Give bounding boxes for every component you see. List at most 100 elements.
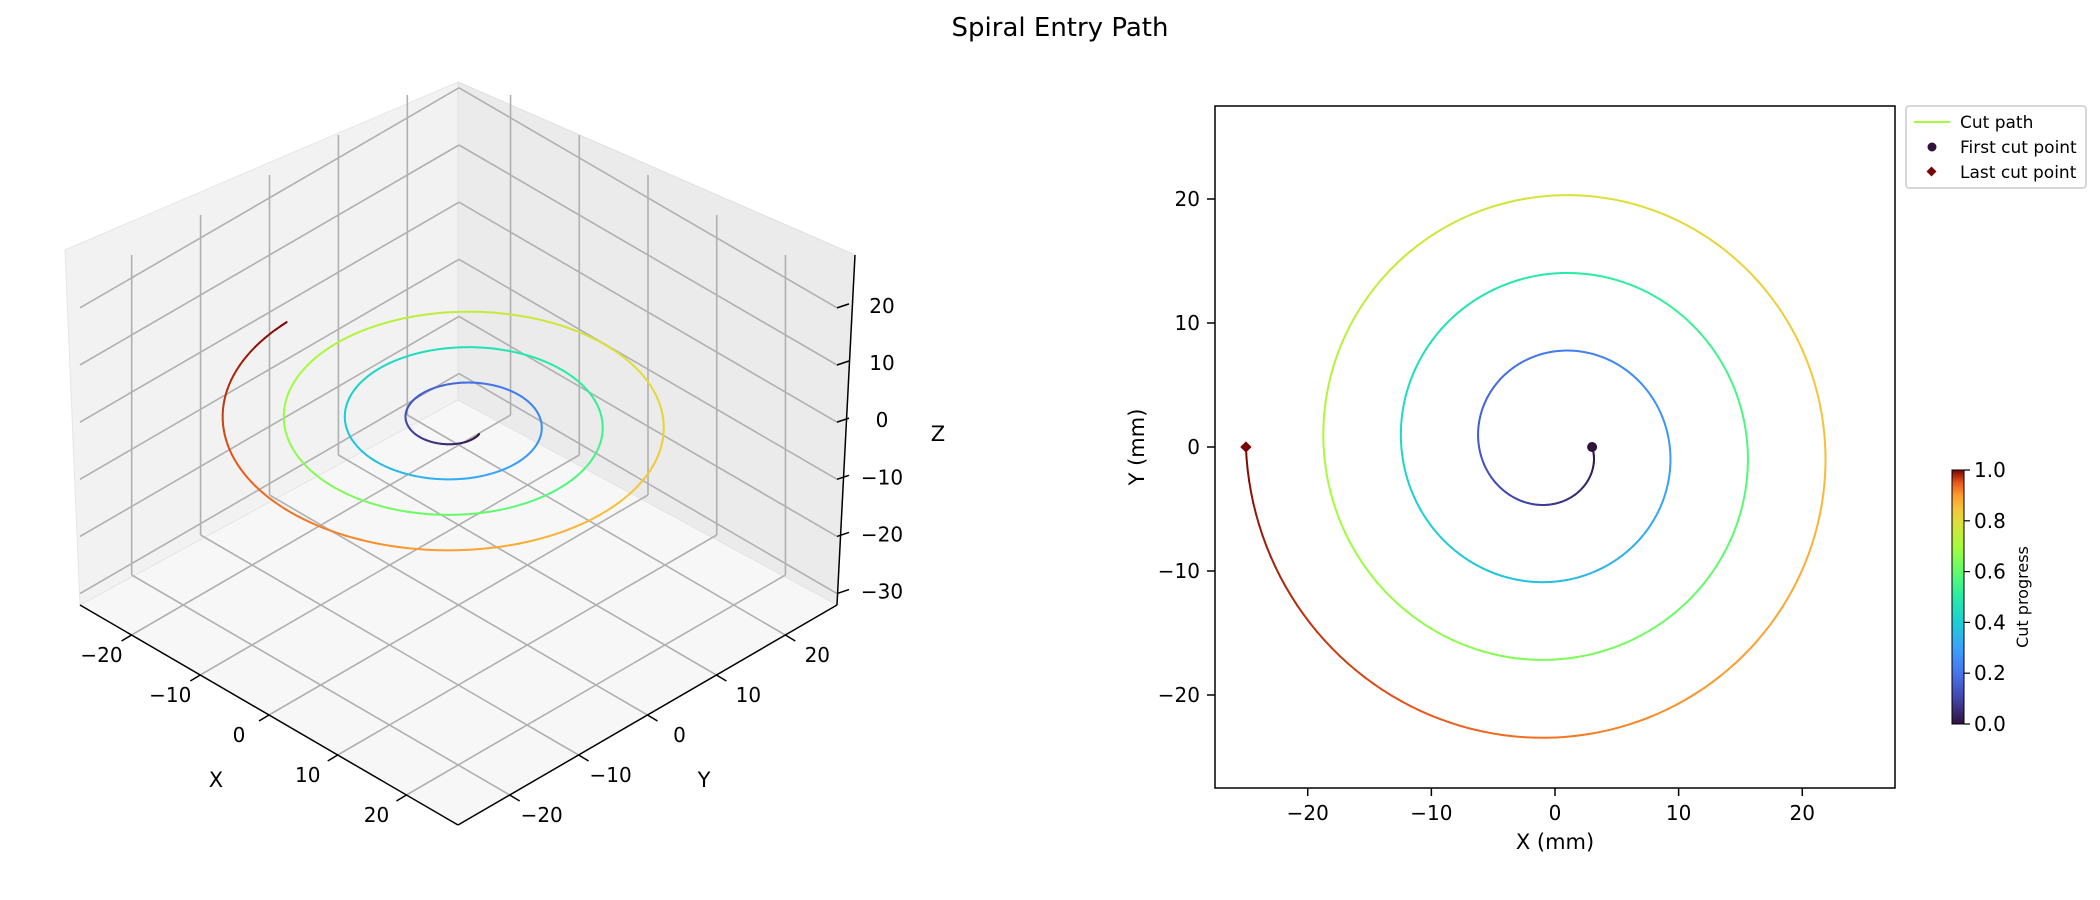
- y-tick-label-3d: 10: [736, 683, 761, 707]
- y-axis-label-2d: Y (mm): [1125, 409, 1149, 487]
- cut-path-segment: [1410, 614, 1420, 622]
- cut-path-segment: [1438, 225, 1449, 232]
- spiral-3d-segment: [344, 534, 354, 539]
- cut-path-segment: [1392, 598, 1401, 606]
- cut-path-segment: [1723, 544, 1729, 554]
- cut-path-segment: [1429, 714, 1442, 721]
- cut-path-segment: [1372, 682, 1384, 692]
- spiral-3d-segment: [520, 315, 530, 319]
- cut-path-segment: [1454, 217, 1465, 223]
- cut-path-segment: [1716, 557, 1722, 567]
- colorbar-label: Cut progress: [2013, 546, 2032, 648]
- cut-path-segment: [1743, 489, 1747, 499]
- plot-area-2d: [1214, 105, 1896, 789]
- cut-path-segment: [1617, 279, 1626, 284]
- cut-path-segment: [1522, 196, 1534, 200]
- z-tick-label-3d: 10: [869, 351, 894, 375]
- cut-path-segment: [1676, 219, 1688, 226]
- spiral-3d-segment: [367, 540, 377, 545]
- spiral-3d-segment: [586, 517, 595, 523]
- spiral-3d-line: [221, 310, 665, 552]
- cut-path-segment: [1712, 349, 1719, 358]
- cut-path-segment: [1677, 603, 1685, 611]
- y-tick-label-3d: 20: [805, 643, 830, 667]
- cut-path-segment: [1716, 355, 1723, 363]
- cut-path-segment: [1352, 310, 1360, 320]
- cut-path-segment: [1742, 419, 1747, 428]
- spiral-3d-segment: [499, 312, 509, 316]
- cut-path-segment: [1737, 510, 1742, 520]
- cut-path-segment: [1763, 623, 1772, 634]
- cut-path-segment: [1331, 647, 1341, 658]
- spiral-3d-segment: [279, 504, 287, 511]
- cut-path-segment: [1383, 268, 1392, 278]
- cut-path-segment: [1284, 585, 1293, 598]
- cut-path-segment: [1724, 249, 1735, 258]
- cut-path-segment: [1745, 432, 1749, 442]
- cut-path-segment: [1820, 492, 1825, 505]
- z-tick-mark-3d: [836, 360, 850, 366]
- panel-2d: −20 −10 0 10 20 20 10 0 −10 −20 X (mm) Y (mm) Cut…: [1125, 105, 2087, 854]
- grid-line: [338, 454, 717, 676]
- cut-path-segment: [1375, 580, 1383, 589]
- spiral-3d-segment: [258, 337, 266, 344]
- cut-path-segment: [1576, 733, 1590, 737]
- spiral-3d-segment: [372, 323, 381, 328]
- spiral-3d-segment: [540, 535, 550, 540]
- spiral-3d-segment: [416, 313, 426, 317]
- cut-path-segment: [1786, 588, 1794, 600]
- cut-path-segment: [1732, 385, 1738, 395]
- cut-path-segment: [1246, 468, 1251, 482]
- cut-path-segment: [1647, 292, 1656, 298]
- cut-path-segment: [1460, 725, 1473, 730]
- cut-path-segment: [1659, 618, 1668, 625]
- x-tick-label-3d: −10: [149, 683, 191, 707]
- x-axis-label-3d: X: [209, 768, 223, 792]
- cut-path-segment: [1409, 244, 1419, 253]
- cut-path-segment: [1775, 606, 1784, 617]
- cut-path-segment: [1279, 575, 1287, 588]
- panel-3d: −20 −10 0 10 20 −20 −10 0 10 20 20 10 0 −10 −20 −30 X Y…: [64, 81, 945, 827]
- cut-path-segment: [1404, 609, 1413, 617]
- x-tick-mark-3d: [121, 634, 132, 642]
- cut-path-segment: [1504, 199, 1516, 204]
- cut-path-segment: [1344, 325, 1351, 336]
- cut-path-segment: [1818, 403, 1823, 416]
- cut-path-segment: [1729, 531, 1735, 541]
- x-tick-mark-3d: [327, 754, 339, 762]
- cut-path-segment: [1745, 475, 1749, 485]
- cut-path-segment: [1436, 328, 1443, 335]
- cut-path-segment: [1324, 467, 1329, 479]
- x-tick-label: −20: [1287, 801, 1329, 825]
- cut-path-segment: [1488, 288, 1496, 293]
- cut-path-segment: [1274, 565, 1282, 578]
- colorbar: 0.0 0.2 0.4 0.6 0.8 1.0 Cut progress: [1951, 458, 2032, 736]
- spiral-3d-segment: [382, 543, 393, 548]
- grid-line: [79, 144, 460, 366]
- spiral-3d-segment: [527, 316, 536, 320]
- cut-path-segment: [1265, 545, 1272, 558]
- cut-path-segment: [1691, 323, 1698, 331]
- spiral-3d-segment: [540, 319, 549, 323]
- cut-path-segment: [1726, 373, 1732, 382]
- cut-path-segment: [1729, 379, 1735, 388]
- grid-3d: [79, 87, 838, 796]
- cut-path-segment: [1604, 646, 1615, 652]
- cut-path-segment: [1759, 282, 1768, 293]
- y-tick-label-3d: −20: [521, 803, 563, 827]
- spiral-3d-segment: [471, 548, 482, 551]
- cut-path-segment: [1340, 524, 1347, 534]
- z-tick-mark-3d: [836, 417, 850, 423]
- spiral-3d-segment: [337, 532, 347, 537]
- cut-path-segment: [1681, 314, 1689, 321]
- cut-path-segment: [1290, 595, 1299, 607]
- y-tick-mark-3d: [578, 754, 589, 762]
- cut-path-segment: [1338, 655, 1349, 665]
- cut-path-segment: [1344, 531, 1350, 542]
- grid-line: [79, 201, 460, 423]
- cut-path-segment: [1735, 392, 1740, 401]
- cut-path-segment: [1800, 347, 1807, 359]
- cut-path-segment: [1711, 674, 1722, 684]
- x-tick-label-3d: −20: [80, 643, 122, 667]
- cut-path-segment: [1395, 256, 1405, 265]
